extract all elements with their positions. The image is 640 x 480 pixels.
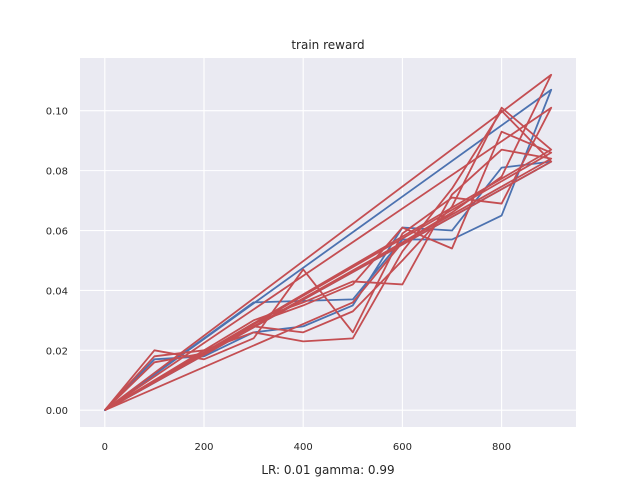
y-tick-label: 0.04 xyxy=(46,286,68,297)
series-line-3 xyxy=(104,109,553,412)
x-tick-label: 400 xyxy=(294,442,313,453)
series-line-4 xyxy=(104,130,553,412)
y-tick-label: 0.06 xyxy=(46,227,68,238)
y-tick-label: 0.00 xyxy=(46,406,68,417)
x-tick-label: 800 xyxy=(492,442,511,453)
x-tick-label: 600 xyxy=(393,442,412,453)
y-tick-label: 0.02 xyxy=(46,346,68,357)
x-tick-label: 0 xyxy=(102,442,108,453)
x-axis-label: LR: 0.01 gamma: 0.99 xyxy=(261,463,394,477)
y-tick-label: 0.08 xyxy=(46,167,68,178)
series-layer xyxy=(103,73,553,412)
y-axis-ticks: 0.00 0.02 0.04 0.06 0.08 0.10 xyxy=(46,107,68,418)
x-tick-label: 200 xyxy=(194,442,213,453)
series-line-6 xyxy=(104,106,553,412)
x-axis-ticks: 0 200 400 600 800 xyxy=(102,442,512,453)
y-tick-label: 0.10 xyxy=(46,107,68,118)
chart-title: train reward xyxy=(291,38,364,52)
grid xyxy=(80,58,576,427)
series-line-7 xyxy=(104,73,553,412)
